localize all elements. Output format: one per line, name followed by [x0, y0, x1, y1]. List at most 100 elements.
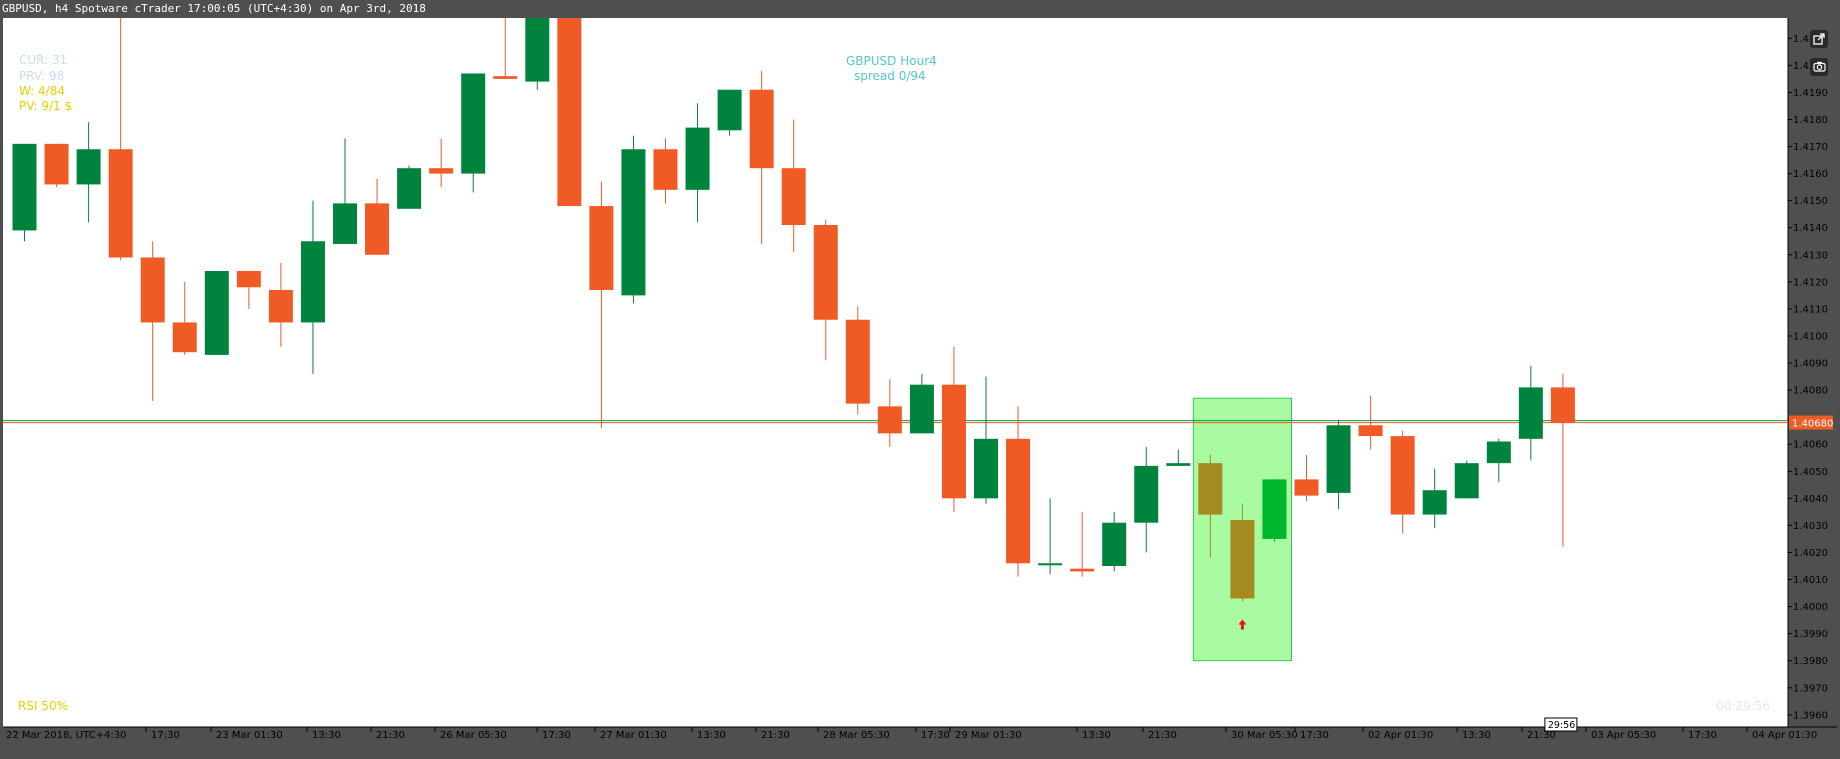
candle-body[interactable] [300, 241, 325, 323]
x-tick-label: 04 Apr 01:30 [1752, 730, 1817, 741]
candle-body[interactable] [1038, 563, 1063, 566]
y-tick-label: 1.4130 [1793, 250, 1828, 261]
candle-body[interactable] [1102, 522, 1127, 566]
y-tick-label: 1.4050 [1793, 467, 1828, 478]
candle-body[interactable] [268, 289, 293, 323]
y-tick-label: 1.4030 [1793, 521, 1828, 532]
x-tick-label: 02 Apr 01:30 [1368, 730, 1433, 741]
candle-body[interactable] [493, 76, 518, 79]
candle-body[interactable] [1262, 479, 1287, 539]
candle-body[interactable] [1518, 387, 1543, 439]
candle-body[interactable] [813, 225, 838, 320]
candle-body[interactable] [236, 271, 261, 288]
candle-body[interactable] [44, 143, 69, 185]
candle-body[interactable] [589, 206, 614, 290]
candle-body[interactable] [1550, 387, 1575, 423]
y-tick-label: 1.4090 [1793, 359, 1828, 370]
x-tick-label: 13:30 [312, 730, 341, 741]
stat-pv: PV: 9/1 $ [19, 99, 73, 113]
x-tick-label: 21:30 [1527, 730, 1556, 741]
candle-body[interactable] [1390, 436, 1415, 515]
x-tick-label: 30 Mar 05:30 [1231, 730, 1298, 741]
candle-body[interactable] [781, 168, 806, 226]
candle-body[interactable] [429, 168, 454, 174]
symbol-title: GBPUSD Hour4 [846, 54, 937, 68]
candle-body[interactable] [1006, 438, 1031, 564]
candle-body[interactable] [397, 168, 422, 209]
x-tick-label: 13:30 [697, 730, 726, 741]
candle-body[interactable] [1486, 441, 1511, 464]
x-tick-label: 17:30 [1300, 730, 1329, 741]
candle-body[interactable] [717, 89, 742, 131]
candle-body[interactable] [333, 203, 357, 244]
candle-body[interactable] [1326, 425, 1351, 493]
candle-body[interactable] [621, 149, 646, 296]
countdown-ghost: 00:29:56 [1716, 699, 1770, 713]
stat-w: W: 4/84 [19, 84, 65, 98]
candle-body[interactable] [204, 271, 229, 355]
x-tick-label: 17:30 [151, 730, 180, 741]
candle-body[interactable] [1358, 425, 1383, 437]
candle-body[interactable] [941, 384, 966, 499]
x-tick-label: 13:30 [1462, 730, 1491, 741]
screenshot-button[interactable] [1810, 58, 1828, 76]
candle-body[interactable] [685, 127, 710, 190]
y-tick-label: 1.4040 [1793, 494, 1828, 505]
candle-body[interactable] [909, 384, 934, 434]
x-tick-label: 27 Mar 01:30 [600, 730, 667, 741]
y-tick-label: 1.4120 [1793, 277, 1828, 288]
current-price-tag [1789, 415, 1833, 430]
y-tick-label: 1.4190 [1793, 88, 1828, 99]
y-tick-label: 1.4060 [1793, 440, 1828, 451]
candle-body[interactable] [653, 149, 678, 190]
y-tick-label: 1.4140 [1793, 223, 1828, 234]
candle-body[interactable] [461, 73, 486, 174]
stat-cur: CUR: 31 [19, 53, 68, 67]
rsi-label: RSI 50% [18, 699, 68, 713]
popout-button[interactable] [1810, 30, 1828, 48]
candle-body[interactable] [1294, 479, 1319, 496]
candle-body[interactable] [845, 319, 870, 404]
candle-body[interactable] [1422, 490, 1447, 515]
candle-body[interactable] [108, 149, 133, 258]
candle-body[interactable] [365, 203, 390, 255]
candle-body[interactable] [749, 89, 774, 169]
x-tick-label: 26 Mar 05:30 [440, 730, 507, 741]
x-tick-label: 22 Mar 2018, UTC+4:30 [6, 730, 126, 741]
plot-background [3, 18, 1788, 727]
y-tick-label: 1.4160 [1793, 169, 1828, 180]
candle-body[interactable] [1070, 568, 1095, 572]
y-tick-label: 1.4020 [1793, 548, 1828, 559]
y-tick-label: 1.4180 [1793, 115, 1828, 126]
y-tick-label: 1.3970 [1793, 683, 1828, 694]
x-tick-label: 17:30 [921, 730, 950, 741]
y-tick-label: 1.4110 [1793, 304, 1828, 315]
candle-body[interactable] [1134, 465, 1159, 523]
candle-body[interactable] [877, 406, 902, 434]
candle-body[interactable] [12, 143, 37, 231]
x-tick-label: 23 Mar 01:30 [216, 730, 283, 741]
popout-icon [1813, 33, 1825, 48]
x-tick-label: 21:30 [376, 730, 405, 741]
candle-body[interactable] [974, 438, 998, 499]
window-title: GBPUSD, h4 Spotware cTrader 17:00:05 (UT… [2, 2, 426, 15]
candle-body[interactable] [557, 18, 582, 207]
y-tick-label: 1.4000 [1793, 602, 1828, 613]
camera-icon [1812, 61, 1826, 75]
x-tick-label: 29 Mar 01:30 [955, 730, 1022, 741]
candle-body[interactable] [140, 257, 165, 323]
candle-body[interactable] [1230, 519, 1255, 599]
y-tick-label: 1.4100 [1793, 331, 1828, 342]
x-tick-label: 21:30 [761, 730, 790, 741]
y-tick-label: 1.4010 [1793, 575, 1828, 586]
candle-body[interactable] [1198, 463, 1223, 515]
candle-body[interactable] [76, 149, 101, 185]
candle-body[interactable] [1454, 463, 1479, 499]
spread-text: spread 0/94 [854, 69, 926, 83]
candle-body[interactable] [525, 18, 550, 82]
y-tick-label: 1.4170 [1793, 142, 1828, 153]
candle-body[interactable] [1166, 463, 1191, 466]
candle-body[interactable] [172, 322, 197, 353]
buy-signal-arrow [1238, 619, 1247, 630]
